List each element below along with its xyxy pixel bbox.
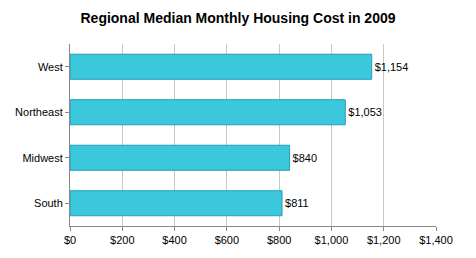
svg-text:$200: $200: [110, 234, 134, 246]
svg-text:Northeast: Northeast: [15, 106, 63, 118]
svg-text:Regional Median Monthly Housin: Regional Median Monthly Housing Cost in …: [80, 10, 395, 26]
svg-text:$800: $800: [267, 234, 291, 246]
svg-text:$0: $0: [64, 234, 76, 246]
svg-text:$811: $811: [285, 197, 309, 209]
svg-text:$840: $840: [293, 152, 317, 164]
svg-text:$1,200: $1,200: [367, 234, 401, 246]
svg-text:$1,400: $1,400: [419, 234, 453, 246]
svg-text:$600: $600: [215, 234, 239, 246]
svg-text:West: West: [38, 61, 63, 73]
svg-text:South: South: [34, 197, 63, 209]
svg-text:$1,154: $1,154: [375, 61, 409, 73]
svg-text:$400: $400: [162, 234, 186, 246]
svg-text:Midwest: Midwest: [22, 152, 62, 164]
svg-text:$1,053: $1,053: [348, 106, 382, 118]
svg-text:$1,000: $1,000: [315, 234, 349, 246]
